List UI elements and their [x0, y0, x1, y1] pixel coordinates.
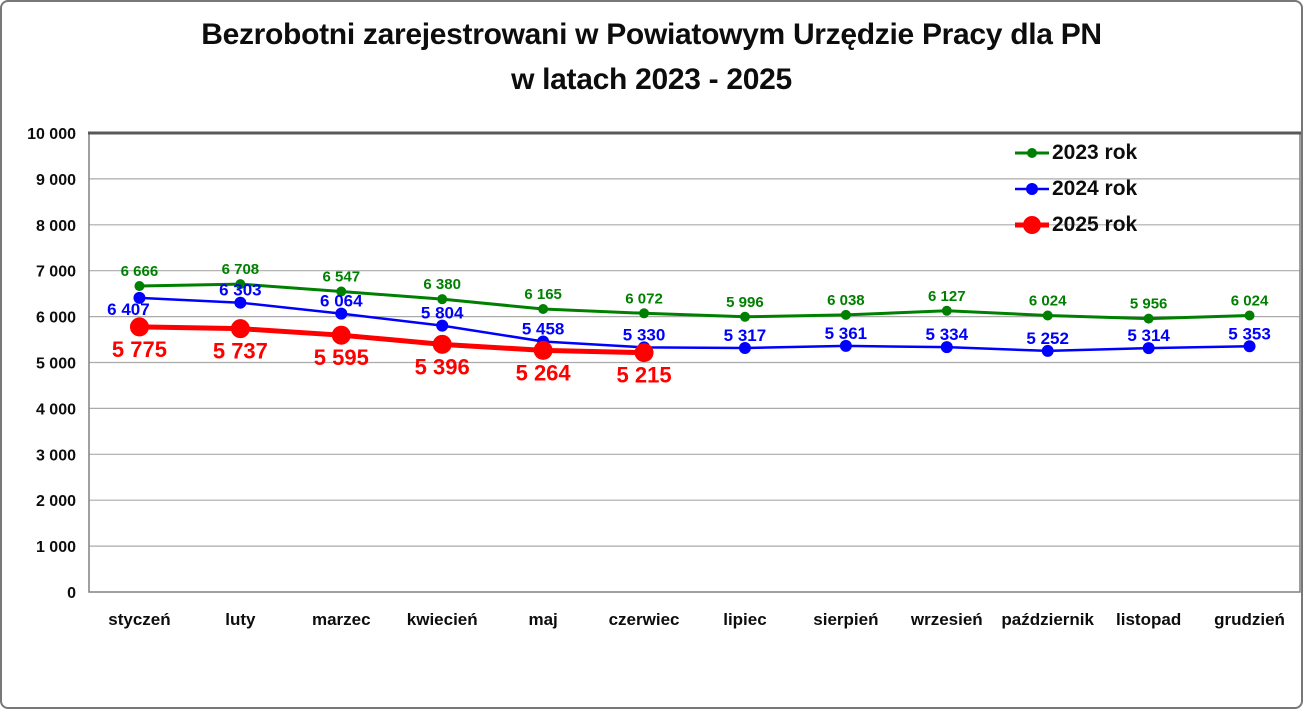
series-line-2025-rok: [136, 324, 647, 356]
data-point-2025-rok: [634, 343, 654, 363]
legend-item-2023: 2023 rok: [1014, 135, 1137, 171]
x-axis-label: listopad: [1116, 610, 1181, 629]
data-point-2024-rok: [738, 341, 751, 354]
legend-label-2023: 2023 rok: [1052, 141, 1138, 164]
data-point-2024-rok: [1142, 342, 1155, 355]
data-point-2024-rok: [335, 307, 348, 320]
x-axis-label: maj: [528, 610, 557, 629]
x-axis-label: czerwiec: [609, 610, 680, 629]
data-label-2025-rok: 5 215: [617, 363, 672, 388]
y-axis-label: 8 000: [36, 218, 76, 235]
data-label-2023-rok: 6 380: [423, 276, 461, 293]
data-point-2025-rok: [331, 325, 351, 345]
legend-marker-2023-icon: [1015, 148, 1049, 158]
y-axis-label: 7 000: [36, 264, 76, 281]
y-axis-label: 6 000: [36, 310, 76, 327]
y-axis-label: 1 000: [36, 539, 76, 556]
data-label-2025-rok: 5 737: [213, 339, 268, 364]
data-label-2025-rok: 5 396: [415, 354, 470, 379]
legend-label-2024: 2024 rok: [1052, 177, 1138, 200]
chart-title: Bezrobotni zarejestrowani w Powiatowym U…: [2, 12, 1301, 102]
data-point-2024-rok: [133, 291, 146, 304]
data-label-2023-rok: 6 127: [928, 288, 966, 305]
data-label-2024-rok: 5 353: [1228, 324, 1271, 343]
x-axis-label: sierpień: [813, 610, 878, 629]
data-label-2023-rok: 6 666: [121, 263, 159, 280]
x-axis-label: lipiec: [723, 610, 766, 629]
data-label-2023-rok: 5 956: [1130, 296, 1168, 313]
x-axis-label: wrzesień: [910, 610, 983, 629]
data-label-2024-rok: 5 317: [724, 326, 767, 345]
chart-legend: 2023 rok 2024 rok 2025 rok: [1014, 135, 1137, 243]
y-axis-label: 9 000: [36, 172, 76, 189]
data-point-2024-rok: [839, 339, 852, 352]
data-label-2025-rok: 5 595: [314, 345, 369, 370]
data-label-2024-rok: 5 804: [421, 304, 464, 323]
data-point-2023-rok: [739, 311, 750, 322]
data-point-2023-rok: [1244, 310, 1255, 321]
data-point-2025-rok: [432, 334, 452, 354]
chart-title-line1: Bezrobotni zarejestrowani w Powiatowym U…: [201, 18, 1102, 51]
x-axis-label: styczeń: [108, 610, 170, 629]
data-point-2025-rok: [230, 319, 250, 339]
data-point-2024-rok: [436, 319, 449, 332]
data-label-2024-rok: 5 458: [522, 319, 565, 338]
data-label-2024-rok: 5 252: [1026, 329, 1069, 348]
y-axis-label: 10 000: [27, 126, 76, 143]
data-label-2024-rok: 5 314: [1127, 326, 1170, 345]
data-point-2023-rok: [538, 304, 549, 315]
data-label-2024-rok: 5 334: [926, 325, 969, 344]
legend-item-2025: 2025 rok: [1014, 207, 1137, 243]
data-label-2023-rok: 6 708: [222, 261, 260, 278]
data-point-2024-rok: [234, 296, 247, 309]
legend-marker-2024-icon: [1015, 183, 1049, 195]
data-point-2025-rok: [533, 340, 553, 360]
data-point-2023-rok: [336, 286, 347, 297]
data-label-2023-rok: 6 038: [827, 292, 865, 309]
data-label-2024-rok: 5 361: [825, 324, 868, 343]
series-line-2023-rok: [137, 282, 1252, 321]
y-axis-label: 3 000: [36, 447, 76, 464]
legend-label-2025: 2025 rok: [1052, 213, 1138, 236]
data-point-2024-rok: [1243, 340, 1256, 353]
data-point-2024-rok: [1041, 344, 1054, 357]
y-axis-label: 5 000: [36, 356, 76, 373]
data-label-2023-rok: 6 024: [1231, 292, 1269, 309]
x-axis-label: luty: [225, 610, 256, 629]
data-point-2023-rok: [840, 309, 851, 320]
data-point-2023-rok: [941, 305, 952, 316]
data-point-2023-rok: [639, 308, 650, 319]
data-label-2023-rok: 6 547: [323, 268, 361, 285]
data-label-2025-rok: 5 775: [112, 337, 167, 362]
chart-title-line2: w latach 2023 - 2025: [511, 63, 792, 96]
x-axis-label: grudzień: [1214, 610, 1285, 629]
data-point-2023-rok: [437, 294, 448, 305]
legend-marker-2025-icon: [1015, 216, 1049, 234]
x-axis-label: kwiecień: [407, 610, 478, 629]
x-axis-label: październik: [1001, 610, 1094, 629]
x-axis-label: marzec: [312, 610, 371, 629]
data-label-2023-rok: 5 996: [726, 294, 764, 311]
data-label-2023-rok: 6 072: [625, 290, 663, 307]
series-line-2024-rok: [138, 296, 1251, 353]
data-label-2024-rok: 6 407: [107, 300, 150, 319]
data-point-2025-rok: [129, 317, 149, 337]
y-axis-label: 4 000: [36, 401, 76, 418]
data-point-2023-rok: [1143, 313, 1154, 324]
data-label-2024-rok: 6 064: [320, 292, 363, 311]
data-point-2023-rok: [1042, 310, 1053, 321]
data-label-2025-rok: 5 264: [516, 360, 572, 385]
y-axis-label: 2 000: [36, 493, 76, 510]
legend-item-2024: 2024 rok: [1014, 171, 1137, 207]
data-label-2023-rok: 6 024: [1029, 292, 1067, 309]
data-label-2024-rok: 5 330: [623, 325, 666, 344]
data-point-2023-rok: [134, 281, 145, 292]
data-point-2023-rok: [235, 279, 246, 290]
data-label-2024-rok: 6 303: [219, 281, 262, 300]
y-axis-label: 0: [67, 585, 76, 602]
data-label-2023-rok: 6 165: [524, 286, 562, 303]
data-point-2024-rok: [940, 341, 953, 354]
